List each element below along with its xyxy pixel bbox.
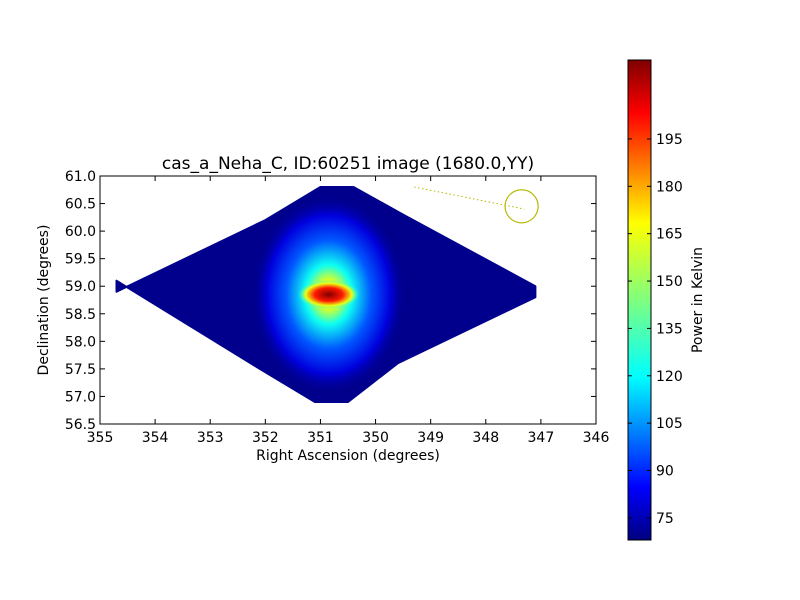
colorbar-tick-label: 165 [656,227,683,243]
colorbar-tick-label: 150 [656,274,683,290]
x-tick-label: 346 [583,430,610,446]
colorbar-tick-label: 105 [656,416,683,432]
colorbar-gradient [628,60,651,540]
colorbar-tick-label: 135 [656,321,683,337]
chart-title: cas_a_Neha_C, ID:60251 image (1680.0,YY) [162,154,534,174]
y-tick-label: 60.5 [65,197,96,213]
colorbar-tick-label: 75 [656,511,674,527]
colorbar-tick-label: 180 [656,179,683,195]
colorbar-frame [627,59,652,541]
annotations [414,186,539,224]
x-tick-label: 351 [307,430,334,446]
y-tick-label: 59.0 [65,279,96,295]
y-tick-label: 58.0 [65,334,96,350]
y-axis: 56.5 57.0 57.5 58.0 58.5 59.0 59.5 60.0 60.5 61.0 [65,169,596,433]
colorbar-tick-label: 195 [656,132,683,148]
x-tick-label: 349 [417,430,444,446]
x-tick-label: 352 [252,430,279,446]
x-tick-label: 353 [197,430,224,446]
x-axis-label: Right Ascension (degrees) [256,448,440,464]
plot-area [99,175,597,425]
x-axis: 355 354 353 352 351 350 349 348 347 346 [87,176,610,446]
x-tick-label: 348 [472,430,499,446]
x-tick-label: 354 [142,430,169,446]
y-tick-label: 57.5 [65,362,96,378]
plot-frame [99,175,597,425]
source-core [297,279,360,310]
y-tick-label: 57.0 [65,389,96,405]
annotation-circle [504,189,539,224]
y-tick-label: 58.5 [65,307,96,323]
x-tick-label: 355 [87,430,114,446]
x-tick-label: 347 [528,430,555,446]
y-tick-label: 56.5 [65,417,96,433]
y-tick-label: 60.0 [65,224,96,240]
colorbar-tick-label: 120 [656,369,683,385]
x-tick-label: 350 [362,430,389,446]
source-emission [251,195,406,394]
colorbar-ticks: 75 90 105 120 135 150 165 180 195 [628,132,683,527]
colorbar: 75 90 105 120 135 150 165 180 195 Power in Kelvi… [627,59,706,541]
y-tick-label: 59.5 [65,252,96,268]
colorbar-tick-label: 90 [656,464,674,480]
colorbar-label: Power in Kelvin [690,247,706,353]
y-tick-label: 61.0 [65,169,96,185]
y-axis-label: Declination (degrees) [36,225,52,376]
heatmap-image [115,186,537,403]
annotation-line [414,186,525,210]
